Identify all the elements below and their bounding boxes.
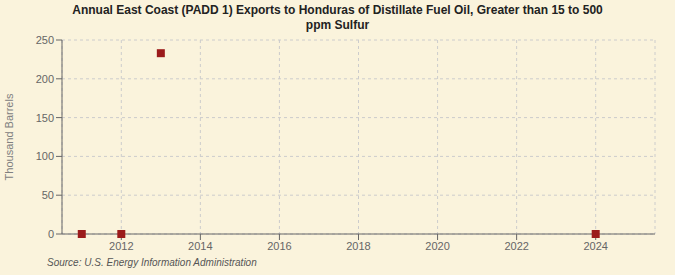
html-text:ppm Sulfur: ppm Sulfur xyxy=(305,18,370,32)
svg-text:2018: 2018 xyxy=(346,240,370,252)
svg-text:Thousand Barrels: Thousand Barrels xyxy=(8,93,15,180)
svg-text:50: 50 xyxy=(42,189,54,201)
svg-text:250: 250 xyxy=(36,34,54,46)
svg-text:2014: 2014 xyxy=(188,240,212,252)
svg-text:2016: 2016 xyxy=(267,240,291,252)
svg-text:0: 0 xyxy=(48,228,54,240)
svg-text:100: 100 xyxy=(36,150,54,162)
svg-text:150: 150 xyxy=(36,112,54,124)
svg-text:2020: 2020 xyxy=(425,240,449,252)
html-text:Annual East Coast (PADD 1) Exp: Annual East Coast (PADD 1) Exports to Ho… xyxy=(72,3,603,17)
svg-text:2024: 2024 xyxy=(583,240,607,252)
svg-text:2012: 2012 xyxy=(109,240,133,252)
html-text:Source: U.S. Energy Informatio: Source: U.S. Energy Information Administ… xyxy=(47,257,257,268)
svg-text:2022: 2022 xyxy=(504,240,528,252)
svg-text:200: 200 xyxy=(36,73,54,85)
